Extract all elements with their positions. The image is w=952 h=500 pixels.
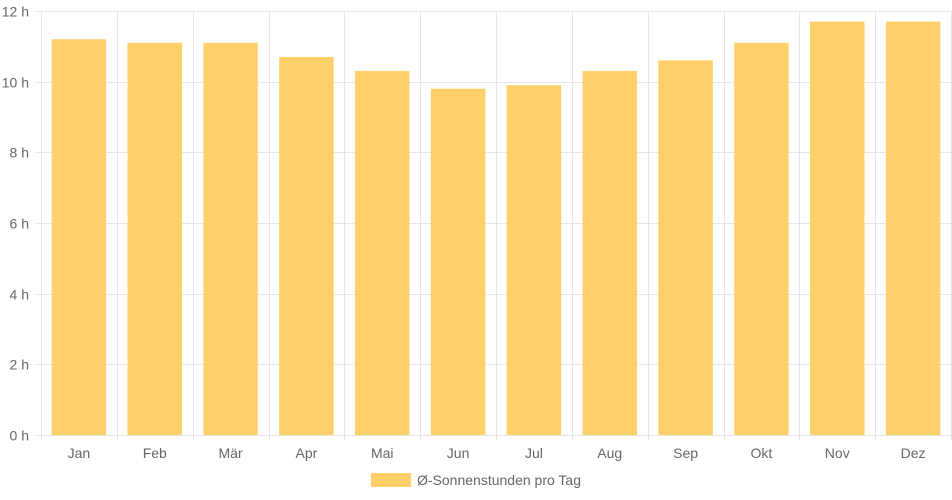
y-tick-label: 0 h <box>10 428 29 444</box>
x-tick-label: Feb <box>143 445 167 461</box>
bar-jun <box>430 88 486 435</box>
y-tick-label: 10 h <box>2 75 29 91</box>
y-tick-label: 2 h <box>10 357 29 373</box>
bar-mär <box>203 42 258 436</box>
bar-jul <box>506 85 562 435</box>
legend[interactable]: Ø-Sonnenstunden pro Tag <box>371 472 581 488</box>
bar-dez <box>885 21 941 435</box>
legend-swatch <box>371 473 411 487</box>
x-tick-label: Jan <box>68 445 91 461</box>
x-tick-label: Aug <box>597 445 622 461</box>
x-tick-label: Jun <box>447 445 470 461</box>
bar-nov <box>810 21 865 435</box>
legend-label: Ø-Sonnenstunden pro Tag <box>417 472 581 488</box>
x-tick-label: Sep <box>673 445 698 461</box>
x-tick-label: Jul <box>525 445 543 461</box>
bar-apr <box>279 56 334 435</box>
bar-aug <box>582 71 637 436</box>
bar-okt <box>734 42 789 436</box>
x-tick-label: Okt <box>751 445 773 461</box>
bar-sep <box>658 60 713 435</box>
y-tick-label: 12 h <box>2 4 29 20</box>
bar-mai <box>355 71 410 436</box>
y-tick-label: 4 h <box>10 287 29 303</box>
bar-jan <box>51 39 107 436</box>
x-tick-label: Mär <box>219 445 243 461</box>
x-tick-label: Mai <box>371 445 394 461</box>
x-tick-label: Dez <box>901 445 926 461</box>
y-tick-label: 6 h <box>10 216 29 232</box>
y-tick-label: 8 h <box>10 145 29 161</box>
x-tick-label: Apr <box>296 445 318 461</box>
bar-feb <box>127 42 182 436</box>
x-tick-label: Nov <box>825 445 850 461</box>
